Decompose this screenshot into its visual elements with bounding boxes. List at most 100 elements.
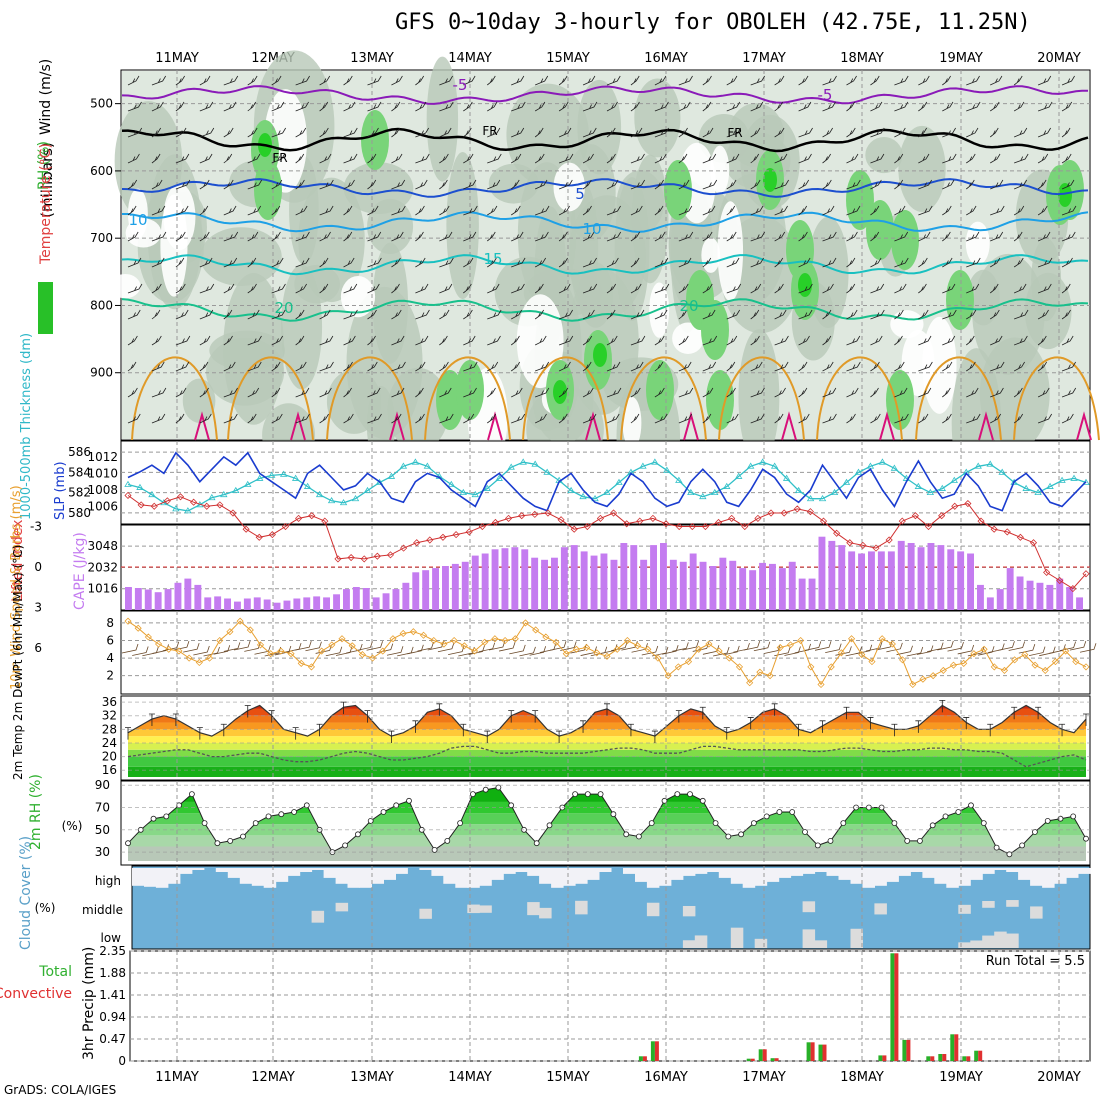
- top-date-20may: 20MAY: [1037, 51, 1081, 66]
- precip-total-bar: [902, 1039, 907, 1061]
- rh-point: [214, 840, 221, 847]
- upper-wind-barb: [199, 127, 215, 138]
- isotherm-25: [915, 356, 1002, 441]
- thickness-point: [890, 464, 899, 471]
- high-cloud-block: [826, 868, 839, 876]
- low-cloud-block: [970, 940, 983, 948]
- upper-wind-barb: [463, 361, 478, 372]
- run-total-label: Run Total = 5.5: [986, 954, 1085, 969]
- upper-wind-barb: [295, 75, 310, 86]
- lifted-index-point: [150, 502, 158, 510]
- upper-wind-barb: [846, 413, 856, 424]
- upper-wind-barb: [127, 75, 140, 86]
- cape-bar: [719, 557, 727, 610]
- rh-band: [128, 846, 1086, 861]
- slp-tick-label: 1006: [87, 499, 118, 513]
- cape-bar: [184, 578, 192, 610]
- upper-wind-barb: [702, 283, 713, 294]
- upper-wind-barb: [870, 101, 883, 112]
- high-cloud-block: [886, 868, 899, 882]
- upper-wind-barb: [702, 127, 714, 138]
- rh-moist-blob: [664, 160, 692, 220]
- wind-speed-point: [267, 650, 275, 658]
- upper-wind-barb: [606, 257, 619, 268]
- upper-wind-barb: [535, 361, 550, 372]
- upper-wind-barb: [319, 387, 332, 398]
- low-cloud-block: [982, 935, 995, 948]
- rh-saturated-blob: [798, 273, 812, 297]
- wind-speed-point: [481, 638, 489, 646]
- upper-wind-barb: [127, 257, 142, 268]
- high-cloud-block: [706, 868, 720, 872]
- minmax-whisker: [148, 713, 155, 727]
- rh-moist-blob: [706, 370, 734, 430]
- upper-wind-barb: [1061, 283, 1071, 294]
- rh-point: [125, 840, 131, 847]
- upper-wind-barb: [678, 101, 691, 112]
- high-cloud-block: [934, 868, 947, 884]
- top-date-14may: 14MAY: [448, 51, 492, 66]
- wind-speed-point: [450, 636, 458, 645]
- upper-wind-barb: [606, 205, 621, 216]
- surface-wind-barb: [763, 644, 781, 654]
- lifted-index-axis-label: Lifted Index: [10, 520, 26, 602]
- upper-wind-barb: [822, 127, 833, 138]
- upper-wind-barb: [367, 179, 377, 190]
- surface-wind-barb: [499, 641, 516, 652]
- upper-wind-barb: [630, 309, 645, 320]
- upper-wind-barb: [894, 101, 909, 112]
- slp-line: [127, 451, 1087, 512]
- upper-wind-barb: [798, 231, 808, 242]
- wind-speed-point: [175, 647, 183, 655]
- upper-wind-barb: [678, 257, 692, 268]
- cape-bar: [174, 582, 182, 610]
- upper-wind-barb: [343, 387, 352, 398]
- temp-tick-label: 28: [102, 722, 117, 736]
- thickness-point: [303, 482, 312, 489]
- upper-wind-barb: [750, 309, 760, 320]
- upper-wind-barb: [463, 387, 477, 398]
- upper-wind-barb: [606, 283, 617, 294]
- cape-bar: [759, 562, 766, 610]
- upper-wind-barb: [582, 387, 594, 398]
- temp-tick-label: 20: [102, 750, 117, 764]
- upper-wind-barb: [247, 257, 257, 268]
- wind-speed-point: [919, 675, 927, 683]
- upper-wind-barb: [175, 387, 187, 398]
- rh-axis: 30 50 70 90 (%): [62, 778, 110, 859]
- upper-wind-barb: [247, 231, 259, 242]
- rh-point: [636, 833, 642, 840]
- wind-speed-point: [695, 645, 703, 653]
- cape-bar: [967, 553, 974, 610]
- lifted-index-point: [872, 544, 880, 552]
- rh-dry-blob: [340, 275, 376, 318]
- thickness-point: [267, 471, 276, 478]
- cape-bar: [798, 578, 806, 610]
- upper-wind-barb: [415, 127, 430, 138]
- wind-axis: 2 4 6 8: [106, 616, 114, 683]
- wind-speed-axis-label: 10m Wind Speed & Barbs (m/s): [9, 485, 24, 690]
- bottom-date-18may: 18MAY: [840, 1070, 884, 1085]
- minmax-whisker: [699, 706, 706, 720]
- minmax-whisker: [484, 730, 491, 744]
- wind-speed-point: [379, 647, 387, 655]
- surface-wind-barb: [651, 646, 669, 657]
- lifted-index-point: [767, 509, 775, 517]
- minmax-whisker: [172, 713, 179, 727]
- rh-dry-blob: [109, 274, 141, 299]
- lifted-index-point: [609, 509, 618, 517]
- high-cloud-block: [946, 868, 959, 888]
- wind-panel: 2 4 6 8 10m Wind Speed & Barbs (m/s): [9, 485, 1097, 695]
- rh-point: [495, 784, 502, 791]
- rh-mid-blob: [738, 329, 780, 465]
- upper-wind-barb: [534, 101, 546, 112]
- isotherm-30: [585, 411, 601, 441]
- upper-wind-barb: [774, 309, 787, 320]
- thickness-point: [699, 492, 707, 500]
- surface-wind-barb: [1018, 643, 1036, 654]
- upper-wind-barb: [199, 205, 209, 216]
- upper-wind-barb: [942, 361, 953, 372]
- upper-wind-barb: [942, 179, 955, 190]
- upper-wind-barb: [391, 413, 402, 424]
- rh-point: [444, 838, 451, 844]
